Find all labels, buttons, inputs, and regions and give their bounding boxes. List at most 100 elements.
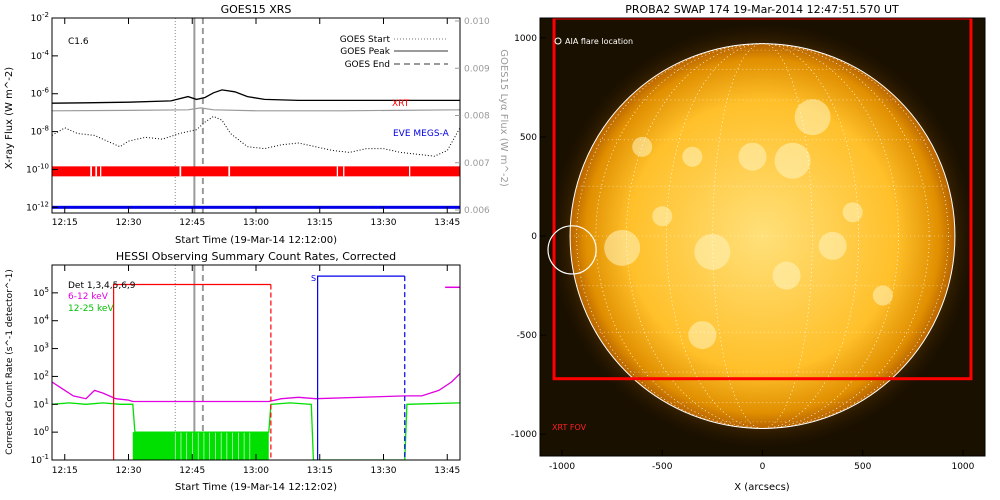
goes-title: GOES15 XRS <box>221 3 292 16</box>
goes-xrt-gap-6 <box>343 166 345 177</box>
goes-xrt-gap-0 <box>90 166 92 177</box>
goes-y2tick-label: 0.009 <box>464 64 490 74</box>
active-region <box>774 142 811 179</box>
active-region <box>794 99 831 136</box>
hessi-axes: 12:15 12:30 12:45 13:00 13:15 13:30 13:45 105 10… <box>31 265 460 476</box>
hessi-legend-det: Det 1,3,4,5,6,9 <box>68 281 136 291</box>
sun-active-regions <box>604 99 893 350</box>
goes-series-label-eve: EVE MEGS-A <box>393 129 450 139</box>
swap-panel: PROBA2 SWAP 174 19-Mar-2014 12:47:51.570… <box>511 3 986 493</box>
goes-xrt-bar <box>52 166 460 177</box>
swap-flare-label: AIA flare location <box>565 37 633 46</box>
swap-xtick-label: 500 <box>854 462 871 472</box>
goes-legend: GOES Start GOES Peak GOES End <box>340 35 448 70</box>
active-region <box>772 261 801 290</box>
goes-y2label: GOES15 Lyα Flux (W m^-2) <box>498 49 509 187</box>
hessi-xlabel: Start Time (19-Mar-14 12:12:02) <box>175 482 337 493</box>
active-region <box>632 136 653 157</box>
swap-xtick-label: 0 <box>760 462 766 472</box>
swap-ytick-label: 1000 <box>514 34 537 44</box>
longitude-line <box>712 43 813 429</box>
active-region <box>682 146 703 167</box>
hessi-s-label: S <box>311 274 316 283</box>
longitude-line <box>595 43 930 429</box>
goes-y2tick-label: 0.007 <box>464 159 490 169</box>
swap-ytick-label: 500 <box>520 133 537 143</box>
goes-xrt-gap-4 <box>228 166 231 177</box>
swap-xtick-label: 1000 <box>951 462 974 472</box>
hessi-xtick-label: 13:30 <box>371 466 397 476</box>
aia-flare-circle <box>547 225 597 275</box>
goes-xrt-gap-5 <box>336 166 339 177</box>
goes-xtick-label: 13:45 <box>434 218 460 228</box>
goes-ytick-label: 10-2 <box>31 11 49 24</box>
hessi-xtick-label: 13:45 <box>434 466 460 476</box>
hessi-ytick-label: 103 <box>33 342 49 355</box>
hessi-title: HESSI Observing Summary Count Rates, Cor… <box>116 250 396 263</box>
swap-axes: -1000 -500 0 500 1000 1000 500 0 -500 -1000 <box>511 34 975 472</box>
goes-y2tick-label: 0.010 <box>464 17 490 27</box>
longitude-line <box>626 43 899 429</box>
swap-xrt-label: XRT FOV <box>552 423 587 432</box>
hessi-ytick-label: 100 <box>33 425 49 438</box>
goes-plot-area <box>52 18 460 213</box>
hessi-blue-segment <box>317 275 405 460</box>
active-region <box>604 229 641 266</box>
hessi-ytick-label: 10-1 <box>31 453 49 466</box>
goes-ytick-label: 10-6 <box>31 87 50 100</box>
goes-xtick-label: 13:30 <box>371 218 397 228</box>
goes-axes: 12:15 12:30 12:45 13:00 13:15 13:30 13:45 10-2 1… <box>26 11 490 228</box>
goes-xtick-label: 12:45 <box>179 218 205 228</box>
goes-panel: GOES15 XRS 12:15 12:30 12:45 13:00 13:15 13:3… <box>4 3 509 246</box>
goes-ytick-label: 10-4 <box>31 49 50 62</box>
goes-ytick-label: 10-8 <box>31 125 49 138</box>
active-region <box>652 206 673 227</box>
goes-ylabel: X-ray Flux (W m^-2) <box>4 67 15 169</box>
swap-ytick-label: 0 <box>531 232 537 242</box>
hessi-xtick-label: 13:15 <box>307 466 333 476</box>
goes-xtick-label: 13:15 <box>307 218 333 228</box>
longitude-line <box>576 43 949 429</box>
swap-xtick-label: -500 <box>652 462 673 472</box>
hessi-legend: Det 1,3,4,5,6,9 6-12 keV 12-25 keV <box>68 281 136 314</box>
goes-y2tick-label: 0.006 <box>464 206 490 216</box>
goes-xrt-gap-3 <box>179 166 182 177</box>
goes-lya-line <box>52 107 460 112</box>
goes-xtick-label: 12:30 <box>116 218 142 228</box>
active-region <box>818 231 847 260</box>
hessi-legend-low: 6-12 keV <box>68 292 109 302</box>
goes-long-channel-line <box>52 89 460 104</box>
goes-xtick-label: 13:00 <box>243 218 269 228</box>
hessi-green-block <box>132 432 269 460</box>
goes-legend-start: GOES Start <box>340 35 391 45</box>
active-region <box>872 285 893 306</box>
active-region <box>688 321 717 350</box>
swap-xtick-label: -1000 <box>549 462 575 472</box>
hessi-ytick-label: 104 <box>33 314 49 327</box>
swap-ytick-label: -1000 <box>511 430 537 440</box>
hessi-ytick-label: 105 <box>33 286 49 299</box>
swap-title: PROBA2 SWAP 174 19-Mar-2014 12:47:51.570… <box>625 3 899 16</box>
hessi-ytick-label: 102 <box>33 369 49 382</box>
goes-ytick-label: 10-12 <box>26 200 49 213</box>
hessi-xtick-label: 13:00 <box>243 466 269 476</box>
hessi-plot-area <box>52 265 460 460</box>
hessi-xtick-label: 12:30 <box>116 466 142 476</box>
solar-limb <box>569 43 956 429</box>
goes-ytick-label: 10-10 <box>26 162 49 175</box>
goes-xrt-gap-7 <box>409 166 411 177</box>
goes-xrt-gap-1 <box>95 166 98 177</box>
active-region <box>738 142 767 171</box>
goes-xlabel: Start Time (19-Mar-14 12:12:00) <box>175 235 337 246</box>
hessi-ytick-label: 101 <box>33 397 49 410</box>
goes-series-label-xrt: XRT <box>392 99 410 109</box>
goes-y2tick-label: 0.008 <box>464 112 490 122</box>
swap-xlabel: X (arcsecs) <box>734 482 790 493</box>
hessi-legend-high: 12-25 keV <box>68 304 114 314</box>
goes-flare-class: C1.6 <box>68 37 89 47</box>
goes-xrt-gap-2 <box>100 166 102 177</box>
goes-xtick-label: 12:15 <box>52 218 78 228</box>
swap-image <box>540 18 985 456</box>
hessi-magenta-line <box>52 373 460 403</box>
